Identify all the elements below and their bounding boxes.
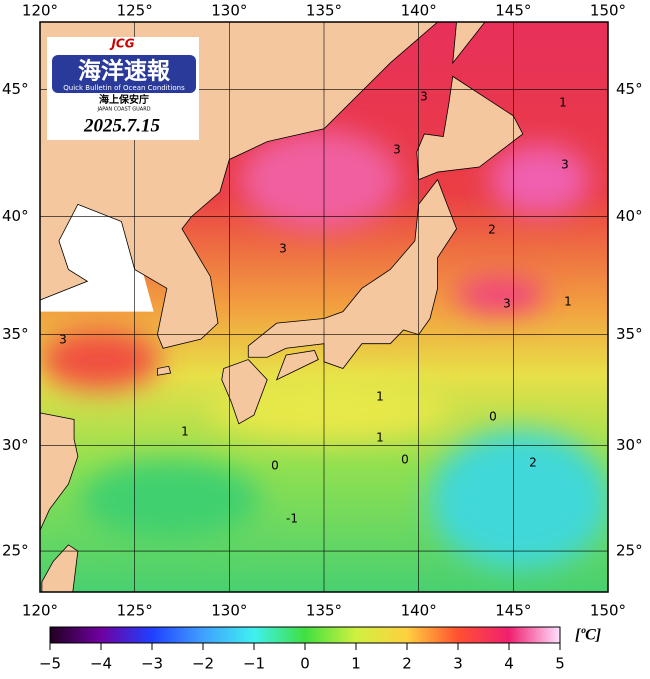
- date: 2025.7.15: [83, 115, 161, 136]
- lon-label-bottom: 150°: [590, 602, 626, 620]
- colorbar: [49, 626, 561, 644]
- contour-label: 0: [271, 459, 279, 473]
- colorbar-tick-label: 5: [555, 655, 565, 673]
- colorbar-tick-label: −5: [39, 655, 61, 673]
- contour-label: 3: [59, 333, 67, 347]
- logo-title: 海洋速報: [78, 58, 171, 85]
- colorbar-tick-label: 4: [504, 655, 514, 673]
- colorbar-tick-label: −1: [243, 655, 265, 673]
- contour-label: 2: [529, 456, 537, 470]
- colorbar-tick-label: −3: [141, 655, 163, 673]
- land: [156, 365, 172, 376]
- contour-label: 1: [181, 425, 189, 439]
- land: [275, 350, 319, 381]
- colorbar-tick-label: 0: [300, 655, 310, 673]
- colorbar-tick-label: −2: [192, 655, 214, 673]
- lat-label-left: 40°: [2, 207, 29, 225]
- contour-label: 3: [420, 90, 428, 104]
- land: [416, 75, 524, 181]
- lat-label-right: 25°: [616, 542, 643, 560]
- lat-label-left: 45°: [2, 80, 29, 98]
- logo-badge: JCG: [109, 37, 134, 51]
- contour-label: 0: [401, 453, 409, 467]
- contour-label: 3: [503, 297, 511, 311]
- lon-label-bottom: 120°: [22, 602, 58, 620]
- lon-label-top: 125°: [117, 2, 153, 20]
- lat-label-right: 30°: [616, 436, 643, 454]
- lon-label-top: 150°: [590, 2, 626, 20]
- lon-label-top: 135°: [306, 2, 342, 20]
- lon-label-top: 130°: [211, 2, 247, 20]
- lat-label-right: 40°: [616, 207, 643, 225]
- map-frame: [39, 21, 609, 593]
- contour-label: -1: [286, 512, 298, 526]
- land: [41, 544, 79, 592]
- logo-agency-en: JAPAN COAST GUARD: [96, 107, 150, 113]
- contour-label: 0: [489, 410, 497, 424]
- lon-label-top: 145°: [495, 2, 531, 20]
- lon-label-bottom: 145°: [495, 602, 531, 620]
- land: [221, 359, 268, 425]
- contour-label: 1: [376, 390, 384, 404]
- land: [452, 22, 486, 65]
- logo-banner: [52, 55, 196, 93]
- land: [40, 412, 79, 531]
- lon-label-bottom: 135°: [306, 602, 342, 620]
- contour-label: 3: [393, 143, 401, 157]
- colorbar-unit: [ºC]: [575, 627, 601, 644]
- colorbar-tick-label: 3: [453, 655, 463, 673]
- anomaly-field: [40, 130, 608, 570]
- colorbar-tick-label: 2: [402, 655, 412, 673]
- contour-label: 1: [564, 295, 572, 309]
- colorbar-tick-label: 1: [351, 655, 361, 673]
- logo-subtitle: Quick Bulletin of Ocean Conditions: [63, 84, 185, 92]
- lat-label-right: 45°: [616, 80, 643, 98]
- lat-label-left: 25°: [2, 542, 29, 560]
- lat-label-left: 35°: [2, 325, 29, 343]
- lat-label-right: 35°: [616, 325, 643, 343]
- lon-label-bottom: 130°: [211, 602, 247, 620]
- contour-label: 2: [488, 223, 496, 237]
- lon-label-bottom: 140°: [401, 602, 437, 620]
- lon-label-top: 120°: [22, 2, 58, 20]
- contour-label: 1: [559, 96, 567, 110]
- logo: JCG 海洋速報 Quick Bulletin of Ocean Conditi…: [47, 37, 199, 140]
- lat-label-left: 30°: [2, 436, 29, 454]
- colorbar-tick-label: −4: [90, 655, 112, 673]
- contour-label: 3: [279, 242, 287, 256]
- lon-label-bottom: 125°: [117, 602, 153, 620]
- lon-label-top: 140°: [401, 2, 437, 20]
- contour-label: 1: [376, 431, 384, 445]
- contour-label: 3: [561, 158, 569, 172]
- logo-agency: 海上保安庁: [99, 93, 149, 106]
